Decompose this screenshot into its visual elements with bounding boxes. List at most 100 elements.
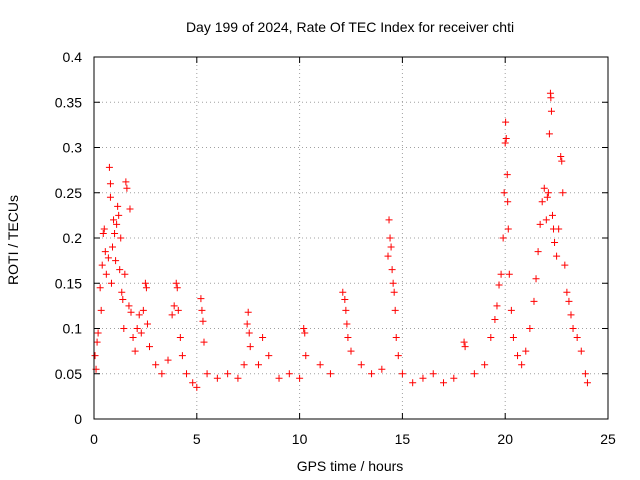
data-point [378,365,386,373]
y-tick-label: 0.15 [55,275,82,291]
data-point [522,347,530,355]
data-point [142,284,150,292]
data-point [583,379,591,387]
data-point [129,334,137,342]
y-tick-label: 0.1 [63,321,83,337]
data-point [126,205,134,213]
data-point [127,308,135,316]
data-point [547,94,555,102]
data-point [110,216,118,224]
data-point [518,361,526,369]
data-point [285,370,293,378]
data-point [109,243,117,251]
data-point [170,302,178,310]
data-point [94,329,102,337]
data-point [99,229,107,237]
data-point [398,370,406,378]
data-point [481,361,489,369]
data-point [341,296,349,304]
y-tick-label: 0.2 [63,230,83,246]
data-point [391,306,399,314]
data-point [493,302,501,310]
data-point [98,261,106,269]
data-point [197,295,205,303]
data-point [240,361,248,369]
data-point [538,198,546,206]
data-point [551,239,559,247]
data-point [106,193,114,201]
data-point [504,198,512,206]
data-point [143,320,151,328]
data-point [141,279,149,287]
data-point [497,270,505,278]
data-point [183,370,191,378]
data-point [429,370,437,378]
data-point [133,325,141,332]
data-point [368,370,376,378]
data-point [104,254,112,262]
data-point [243,320,251,328]
data-point [503,171,511,179]
data-point [173,284,181,292]
data-point [339,288,347,296]
data-point [199,317,207,325]
data-point [300,325,308,332]
y-tick-label: 0.3 [63,140,83,156]
data-point [275,374,283,382]
data-point [547,107,555,115]
data-point [392,334,400,342]
data-point [387,243,395,251]
x-tick-label: 5 [193,431,201,447]
data-point [100,225,108,233]
grid-lines [94,57,608,419]
data-point [543,193,551,201]
data-point [545,130,553,138]
data-point [189,379,197,387]
data-point [343,320,351,328]
data-point [491,315,499,323]
data-points [91,89,591,391]
data-point [419,374,427,382]
data-point [530,297,538,305]
data-point [106,180,114,188]
x-axis-label: GPS time / hours [297,458,404,474]
data-point [409,379,417,387]
y-tick-label: 0.05 [55,366,82,382]
data-point [534,248,542,256]
data-point [158,370,166,378]
data-point [122,178,130,186]
data-point [532,275,540,283]
data-point [555,225,563,233]
data-point [509,334,517,342]
data-point [93,338,101,346]
data-point [119,296,127,304]
data-point [385,216,393,224]
data-point [501,139,509,147]
data-point [101,248,109,256]
data-point [97,306,105,314]
data-point [499,234,507,242]
data-point [254,361,262,369]
data-point [561,261,569,269]
data-point [234,374,242,382]
data-point [146,343,154,351]
data-point [450,374,458,382]
data-point [342,306,350,314]
data-point [386,234,394,242]
data-point [118,288,126,296]
data-point [301,329,309,337]
data-point [567,311,575,319]
data-point [569,325,577,332]
data-point [548,211,556,219]
data-point [120,325,128,332]
y-tick-label: 0.4 [63,49,83,65]
data-point [557,153,565,161]
data-point [514,352,522,360]
data-point [193,383,201,391]
data-point [460,338,468,346]
x-tick-label: 10 [292,431,308,447]
data-point [505,270,513,278]
data-point [542,216,550,224]
data-point [500,189,508,197]
data-point [139,306,147,314]
